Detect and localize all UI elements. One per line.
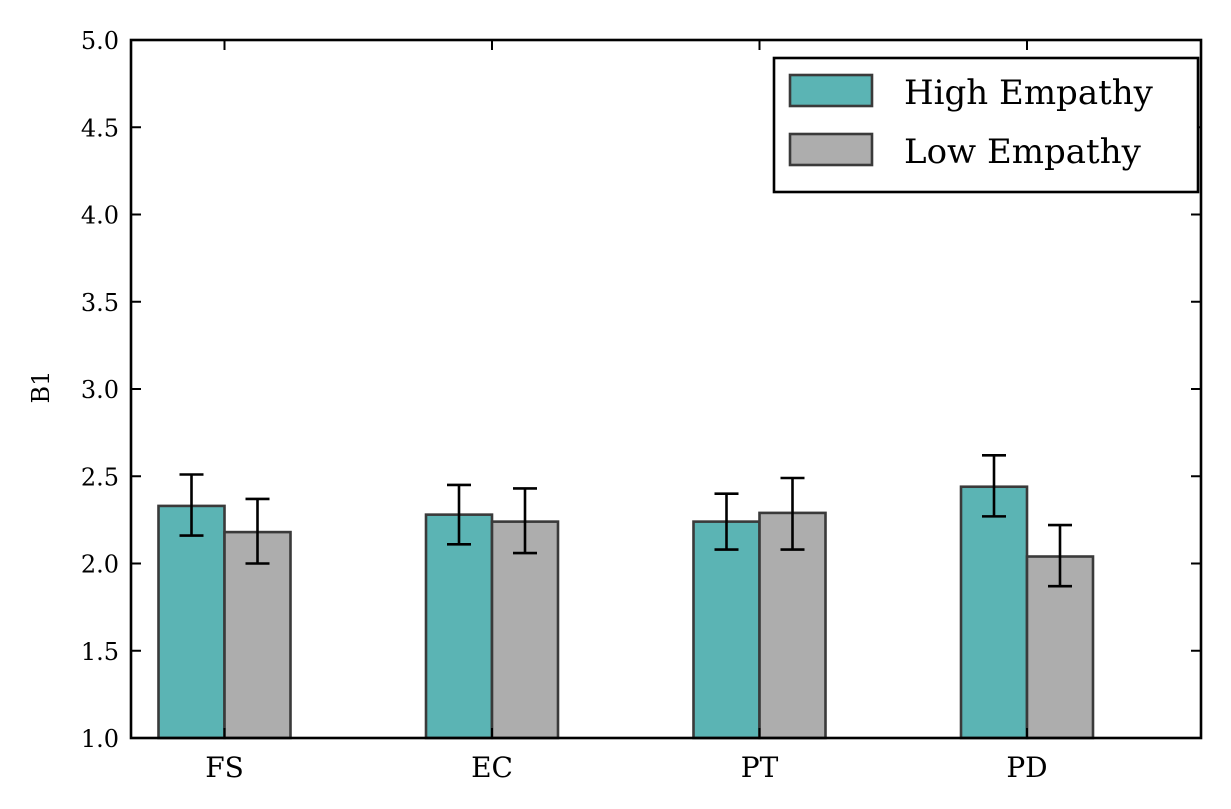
legend: High Empathy Low Empathy bbox=[772, 56, 1200, 194]
legend-swatch-0 bbox=[788, 73, 874, 108]
bar-ec-0 bbox=[424, 513, 494, 740]
bar-pd-0 bbox=[959, 485, 1029, 740]
y-tick-label-7: 4.5 bbox=[81, 114, 119, 142]
y-tick-label-6: 4.0 bbox=[81, 202, 119, 230]
bars-layer bbox=[157, 485, 1095, 740]
legend-box bbox=[772, 56, 1200, 194]
y-tick-label-8: 5.0 bbox=[81, 27, 119, 55]
y-tick-label-4: 3.0 bbox=[81, 376, 119, 404]
y-tick-label-2: 2.0 bbox=[81, 551, 119, 579]
legend-label-1: Low Empathy bbox=[904, 132, 1142, 172]
y-tick-label-5: 3.5 bbox=[81, 289, 119, 317]
y-tick-label-3: 2.5 bbox=[81, 463, 119, 491]
labels-layer: FS EC PT PD 1.0 1.5 2.0 2.5 3.0 3.5 4.0 4.5 5.0 bbox=[81, 27, 1048, 784]
bar-fs-0 bbox=[157, 504, 226, 740]
error-bars-layer bbox=[179, 454, 1072, 588]
y-tick-label-0: 1.0 bbox=[81, 725, 119, 753]
bar-fs-1 bbox=[223, 530, 292, 740]
bar-pd-1 bbox=[1025, 555, 1095, 740]
y-tick-label-1: 1.5 bbox=[81, 638, 119, 666]
x-tick-label-ec: EC bbox=[471, 751, 513, 784]
legend-swatch-1 bbox=[788, 132, 874, 167]
ticks-layer bbox=[131, 39, 1201, 739]
x-tick-label-pt: PT bbox=[741, 751, 779, 784]
bar-ec-1 bbox=[490, 520, 560, 740]
x-tick-label-fs: FS bbox=[205, 751, 244, 784]
legend-label-0: High Empathy bbox=[904, 73, 1154, 113]
bar-pt-0 bbox=[692, 520, 761, 740]
y-axis-label: B1 bbox=[27, 371, 55, 404]
x-tick-label-pd: PD bbox=[1006, 751, 1047, 784]
